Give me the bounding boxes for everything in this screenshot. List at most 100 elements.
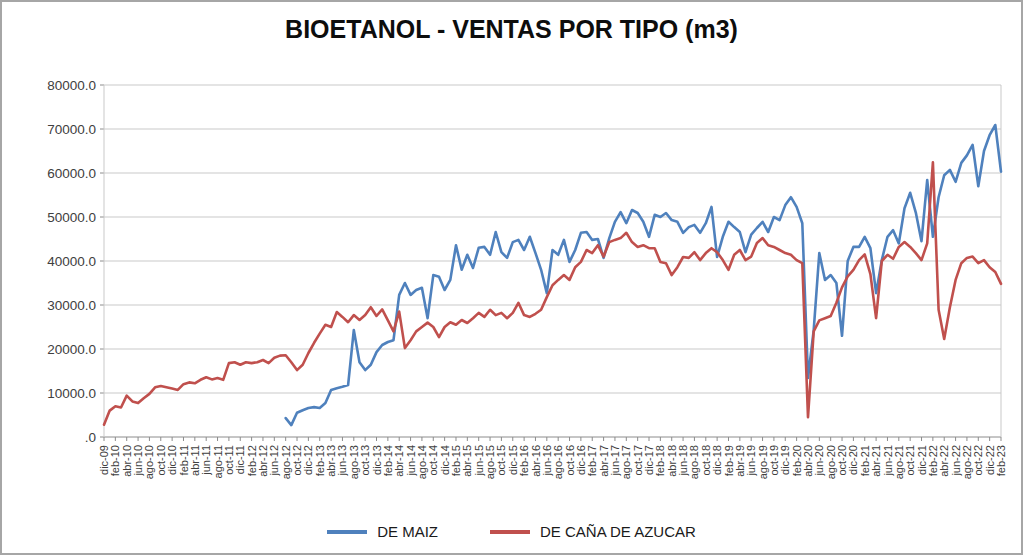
x-tick-label: ago-13 bbox=[348, 445, 360, 479]
x-tick-label: dic-16 bbox=[575, 445, 587, 475]
x-tick-label: dic-10 bbox=[166, 445, 178, 475]
x-tick-label: jun-20 bbox=[813, 445, 825, 477]
x-tick-label: abr-17 bbox=[598, 445, 610, 477]
x-tick-label: jun-11 bbox=[200, 445, 212, 476]
x-tick-label: dic-17 bbox=[643, 445, 655, 475]
y-tick-label: 50000.0 bbox=[47, 210, 96, 225]
legend-line-swatch-cana bbox=[490, 530, 530, 534]
x-tick-label: oct-19 bbox=[768, 445, 780, 476]
x-tick-label: jun-10 bbox=[132, 445, 144, 477]
x-tick-label: abr-16 bbox=[530, 445, 542, 477]
y-tick-label: 70000.0 bbox=[47, 122, 96, 137]
x-tick-label: abr-18 bbox=[666, 445, 678, 477]
y-tick-label: 60000.0 bbox=[47, 166, 96, 181]
x-tick-label: ago-22 bbox=[961, 445, 973, 479]
x-tick-label: oct-12 bbox=[291, 445, 303, 476]
y-tick-label: 80000.0 bbox=[47, 78, 96, 93]
x-tick-label: jun-16 bbox=[541, 445, 553, 477]
x-tick-label: feb-14 bbox=[382, 445, 394, 476]
x-tick-label: oct-22 bbox=[972, 445, 984, 476]
x-tick-label: jun-13 bbox=[336, 445, 348, 477]
x-tick-label: abr-15 bbox=[461, 445, 473, 477]
x-tick-label: feb-21 bbox=[859, 445, 871, 476]
x-tick-label: ago-14 bbox=[416, 445, 428, 479]
x-tick-label: abr-11 bbox=[189, 445, 201, 476]
legend-item-de-cana-de-azucar[interactable]: DE CAÑA DE AZUCAR bbox=[490, 523, 696, 540]
series-line-de-ca-a-de-azucar[interactable] bbox=[104, 162, 1001, 424]
x-tick-label: ago-20 bbox=[825, 445, 837, 479]
x-tick-label: dic-13 bbox=[371, 445, 383, 475]
x-tick-label: jun-19 bbox=[745, 445, 757, 477]
x-tick-label: oct-21 bbox=[904, 445, 916, 476]
x-tick-label: jun-15 bbox=[473, 445, 485, 477]
x-tick-label: jun-14 bbox=[405, 445, 417, 477]
x-tick-label: abr-14 bbox=[393, 445, 405, 477]
x-tick-label: dic-09 bbox=[98, 445, 110, 475]
x-tick-label: oct-14 bbox=[427, 445, 439, 476]
x-tick-label: jun-18 bbox=[677, 445, 689, 477]
y-tick-label: 10000.0 bbox=[47, 386, 96, 401]
x-tick-label: dic-11 bbox=[234, 445, 246, 474]
x-tick-label: feb-20 bbox=[791, 445, 803, 476]
x-tick-label: jun-22 bbox=[950, 445, 962, 477]
x-tick-label: abr-12 bbox=[257, 445, 269, 477]
x-tick-label: ago-18 bbox=[688, 445, 700, 479]
x-tick-label: feb-10 bbox=[109, 445, 121, 476]
legend-line-swatch-maiz bbox=[327, 530, 367, 534]
x-tick-label: oct-16 bbox=[564, 445, 576, 476]
x-tick-label: ago-10 bbox=[143, 445, 155, 479]
y-tick-label: 30000.0 bbox=[47, 298, 96, 313]
x-tick-label: feb-17 bbox=[586, 445, 598, 476]
legend-item-de-maiz[interactable]: DE MAIZ bbox=[327, 523, 438, 540]
x-tick-label: ago-16 bbox=[552, 445, 564, 479]
chart-canvas: BIOETANOL - VENTAS POR TIPO (m3) .010000… bbox=[0, 0, 1023, 555]
x-tick-label: dic-14 bbox=[439, 445, 451, 475]
y-tick-label: .0 bbox=[85, 430, 96, 445]
x-tick-label: abr-10 bbox=[121, 445, 133, 477]
x-tick-label: ago-19 bbox=[757, 445, 769, 479]
x-tick-label: dic-19 bbox=[779, 445, 791, 475]
x-tick-label: ago-11 bbox=[212, 445, 224, 478]
x-tick-label: dic-21 bbox=[916, 445, 928, 475]
x-tick-label: oct-13 bbox=[359, 445, 371, 476]
x-tick-label: dic-20 bbox=[847, 445, 859, 475]
x-tick-label: feb-22 bbox=[927, 445, 939, 476]
x-tick-label: abr-20 bbox=[802, 445, 814, 477]
x-tick-label: feb-16 bbox=[518, 445, 530, 476]
x-tick-label: oct-18 bbox=[700, 445, 712, 476]
x-tick-label: jun-12 bbox=[268, 445, 280, 477]
x-tick-label: dic-15 bbox=[507, 445, 519, 475]
x-tick-label: feb-12 bbox=[246, 445, 258, 476]
x-tick-label: abr-22 bbox=[938, 445, 950, 477]
x-tick-label: feb-23 bbox=[995, 445, 1007, 476]
legend: DE MAIZ DE CAÑA DE AZUCAR bbox=[2, 523, 1021, 540]
y-tick-label: 20000.0 bbox=[47, 342, 96, 357]
legend-label-maiz: DE MAIZ bbox=[377, 523, 438, 540]
x-tick-label: ago-15 bbox=[484, 445, 496, 479]
x-tick-label: feb-15 bbox=[450, 445, 462, 476]
y-tick-label: 40000.0 bbox=[47, 254, 96, 269]
x-tick-label: dic-22 bbox=[984, 445, 996, 475]
x-tick-label: oct-20 bbox=[836, 445, 848, 476]
x-tick-label: dic-12 bbox=[302, 445, 314, 475]
x-tick-label: ago-21 bbox=[893, 445, 905, 479]
x-tick-label: oct-17 bbox=[632, 445, 644, 476]
x-tick-label: abr-13 bbox=[325, 445, 337, 477]
x-tick-label: abr-21 bbox=[870, 445, 882, 477]
x-tick-label: dic-18 bbox=[711, 445, 723, 475]
x-tick-label: oct-11 bbox=[223, 445, 235, 475]
x-tick-label: ago-12 bbox=[280, 445, 292, 479]
x-tick-label: feb-19 bbox=[723, 445, 735, 476]
x-tick-label: jun-21 bbox=[882, 445, 894, 477]
x-tick-label: ago-17 bbox=[620, 445, 632, 479]
x-tick-label: feb-11 bbox=[178, 445, 190, 475]
x-tick-label: abr-19 bbox=[734, 445, 746, 477]
x-tick-label: feb-18 bbox=[654, 445, 666, 476]
series-line-de-maiz[interactable] bbox=[286, 125, 1001, 425]
x-tick-label: oct-10 bbox=[155, 445, 167, 476]
legend-label-cana: DE CAÑA DE AZUCAR bbox=[540, 523, 696, 540]
x-tick-label: oct-15 bbox=[495, 445, 507, 476]
x-tick-label: feb-13 bbox=[314, 445, 326, 476]
x-tick-label: jun-17 bbox=[609, 445, 621, 477]
plot-svg: .0 10000.0 20000.0 30000.0 40000.0 50000.0 600… bbox=[2, 2, 1021, 553]
